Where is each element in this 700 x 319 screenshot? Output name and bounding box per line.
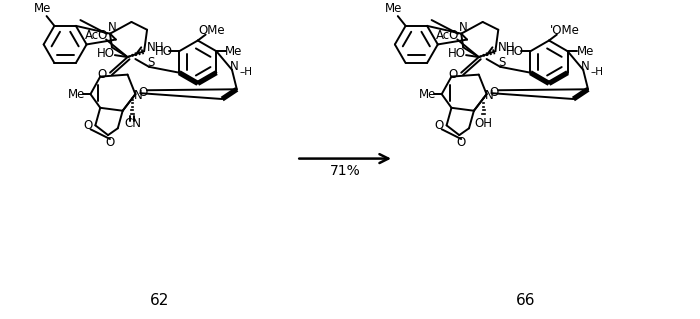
Text: –H: –H xyxy=(239,67,252,77)
Text: N: N xyxy=(134,89,143,102)
Text: 'OMe: 'OMe xyxy=(550,24,580,37)
Text: N: N xyxy=(230,60,238,73)
Text: HO: HO xyxy=(506,45,524,58)
Text: S: S xyxy=(147,56,155,70)
Text: HO: HO xyxy=(448,47,466,60)
Text: CN: CN xyxy=(124,117,141,130)
Text: 71%: 71% xyxy=(330,164,360,178)
Text: NH: NH xyxy=(498,41,516,54)
Text: OMe: OMe xyxy=(198,24,225,37)
Text: O: O xyxy=(434,119,443,132)
Text: O: O xyxy=(83,119,92,132)
Text: AcO: AcO xyxy=(436,29,459,42)
Text: N: N xyxy=(108,21,116,34)
Text: Me: Me xyxy=(385,2,402,15)
Text: –H: –H xyxy=(590,67,603,77)
Text: HO: HO xyxy=(155,45,173,58)
Text: Me: Me xyxy=(419,88,437,100)
Text: AcO: AcO xyxy=(85,29,108,42)
Text: HO: HO xyxy=(97,47,115,60)
Text: 62: 62 xyxy=(150,293,169,308)
Text: O: O xyxy=(456,137,466,149)
Text: N: N xyxy=(458,21,468,34)
Text: O: O xyxy=(97,68,107,81)
Text: 66: 66 xyxy=(516,293,536,308)
Text: Me: Me xyxy=(68,88,85,100)
Text: N: N xyxy=(485,89,494,102)
Text: S: S xyxy=(498,56,506,70)
Text: Me: Me xyxy=(225,45,243,58)
Text: O: O xyxy=(106,137,115,149)
Text: N: N xyxy=(581,60,589,73)
Text: NH: NH xyxy=(147,41,164,54)
Text: Me: Me xyxy=(34,2,51,15)
Text: O: O xyxy=(490,86,499,99)
Text: Me: Me xyxy=(577,45,594,58)
Text: O: O xyxy=(139,86,148,99)
Text: OH: OH xyxy=(475,117,493,130)
Text: O: O xyxy=(449,68,458,81)
